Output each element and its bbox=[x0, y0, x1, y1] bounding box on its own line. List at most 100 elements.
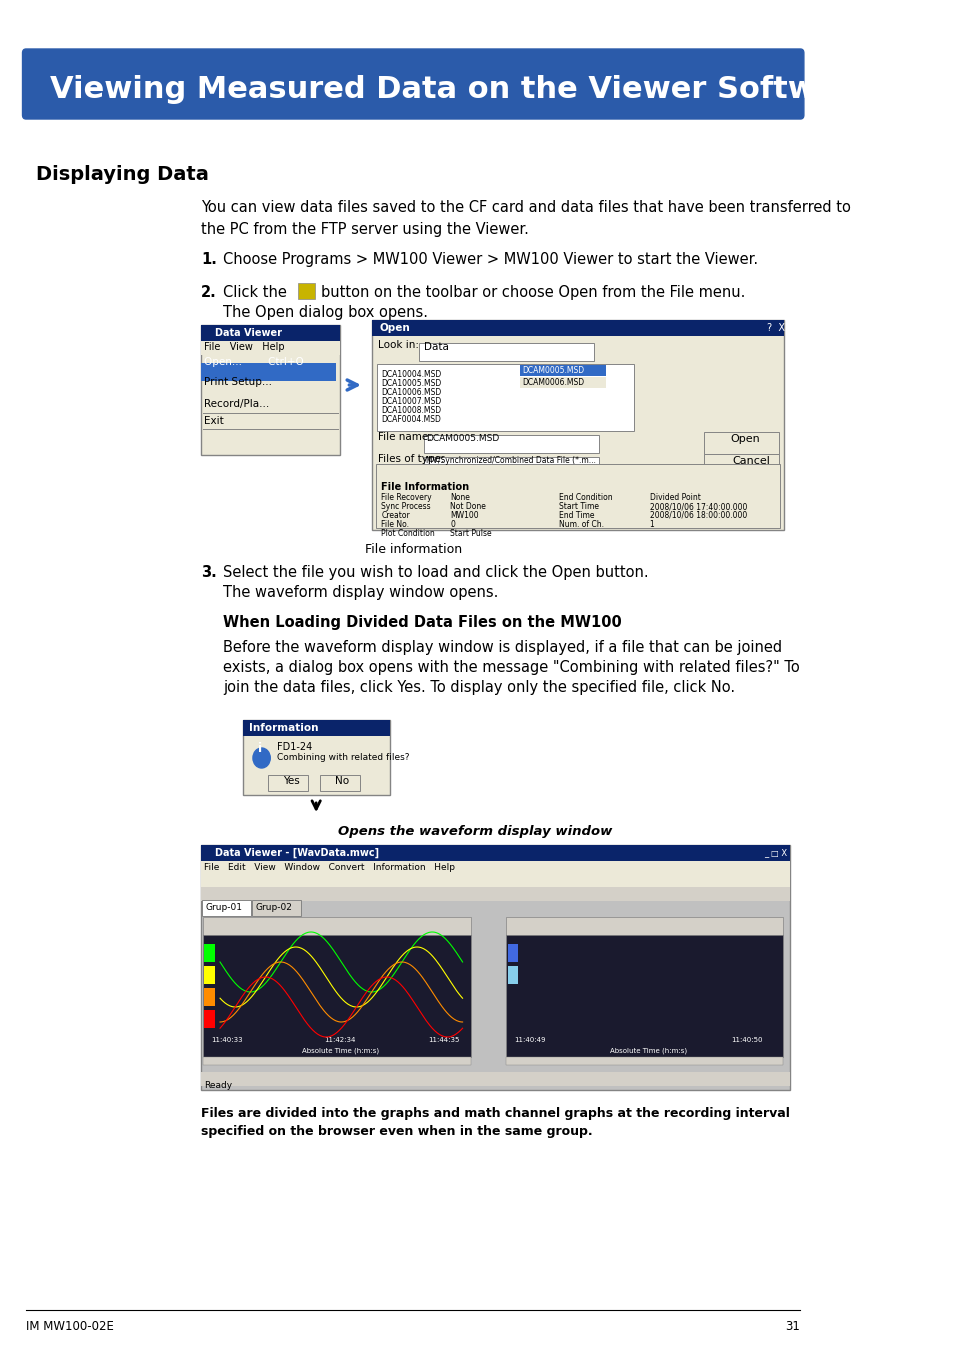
FancyBboxPatch shape bbox=[703, 432, 778, 454]
Text: The Open dialog box opens.: The Open dialog box opens. bbox=[223, 305, 428, 320]
FancyBboxPatch shape bbox=[505, 936, 782, 1057]
Text: ?  X: ? X bbox=[766, 323, 783, 333]
FancyBboxPatch shape bbox=[201, 887, 789, 900]
Text: DCAM0005.MSD: DCAM0005.MSD bbox=[522, 366, 584, 375]
Text: Plot Condition: Plot Condition bbox=[381, 529, 435, 539]
Text: DCAM0006.MSD: DCAM0006.MSD bbox=[522, 378, 584, 387]
Text: DCAF0004.MSD: DCAF0004.MSD bbox=[381, 414, 440, 424]
Text: Select the file you wish to load and click the Open button.: Select the file you wish to load and cli… bbox=[223, 566, 648, 580]
Text: End Condition: End Condition bbox=[558, 493, 612, 502]
Text: Look in:: Look in: bbox=[377, 340, 418, 350]
Text: Start Pulse: Start Pulse bbox=[450, 529, 492, 539]
Text: Start Time: Start Time bbox=[558, 502, 598, 512]
FancyBboxPatch shape bbox=[201, 1072, 789, 1085]
Text: exists, a dialog box opens with the message "Combining with related files?" To: exists, a dialog box opens with the mess… bbox=[223, 660, 800, 675]
FancyBboxPatch shape bbox=[204, 988, 214, 1006]
Text: You can view data files saved to the CF card and data files that have been trans: You can view data files saved to the CF … bbox=[201, 200, 850, 215]
FancyBboxPatch shape bbox=[519, 377, 606, 387]
Text: IM MW100-02E: IM MW100-02E bbox=[26, 1320, 113, 1332]
Text: Click the: Click the bbox=[223, 285, 287, 300]
FancyBboxPatch shape bbox=[375, 464, 780, 528]
Text: DCA10005.MSD: DCA10005.MSD bbox=[381, 379, 441, 387]
FancyBboxPatch shape bbox=[201, 363, 335, 381]
Text: Num. of Ch.: Num. of Ch. bbox=[558, 520, 603, 529]
Text: _ □ X: _ □ X bbox=[763, 848, 786, 857]
Text: When Loading Divided Data Files on the MW100: When Loading Divided Data Files on the M… bbox=[223, 616, 621, 630]
Text: Grup-01: Grup-01 bbox=[205, 903, 242, 913]
FancyBboxPatch shape bbox=[201, 873, 789, 887]
Text: Divided Point: Divided Point bbox=[649, 493, 700, 502]
FancyBboxPatch shape bbox=[297, 284, 315, 298]
Text: File Recovery: File Recovery bbox=[381, 493, 432, 502]
Text: 11:42:34: 11:42:34 bbox=[324, 1037, 355, 1044]
FancyBboxPatch shape bbox=[201, 845, 789, 1089]
FancyBboxPatch shape bbox=[201, 845, 789, 861]
Text: The waveform display window opens.: The waveform display window opens. bbox=[223, 585, 498, 599]
Text: File information: File information bbox=[364, 543, 461, 556]
FancyBboxPatch shape bbox=[376, 364, 634, 431]
Text: Yes: Yes bbox=[283, 776, 299, 786]
FancyBboxPatch shape bbox=[242, 720, 390, 795]
FancyBboxPatch shape bbox=[423, 458, 598, 475]
Text: 11:40:49: 11:40:49 bbox=[514, 1037, 545, 1044]
Text: Ready: Ready bbox=[204, 1081, 233, 1089]
Text: File   Edit   View   Window   Convert   Information   Help: File Edit View Window Convert Informatio… bbox=[204, 863, 455, 872]
Text: Grup-02: Grup-02 bbox=[255, 903, 293, 913]
Text: Not Done: Not Done bbox=[450, 502, 486, 512]
Text: MV/Synchronized/Combined Data File (*.m...: MV/Synchronized/Combined Data File (*.m.… bbox=[426, 456, 596, 464]
Text: 11:40:50: 11:40:50 bbox=[730, 1037, 761, 1044]
FancyBboxPatch shape bbox=[252, 900, 301, 917]
Text: No: No bbox=[335, 776, 349, 786]
Text: Record/Pla...: Record/Pla... bbox=[204, 400, 270, 409]
FancyBboxPatch shape bbox=[268, 775, 308, 791]
Text: Data Viewer - [WavData.mwc]: Data Viewer - [WavData.mwc] bbox=[214, 848, 378, 859]
Text: Viewing Measured Data on the Viewer Software: Viewing Measured Data on the Viewer Soft… bbox=[51, 76, 871, 104]
Text: Open...        Ctrl+O: Open... Ctrl+O bbox=[204, 356, 304, 367]
Text: 31: 31 bbox=[784, 1320, 800, 1332]
Text: 1: 1 bbox=[649, 520, 654, 529]
FancyBboxPatch shape bbox=[242, 720, 390, 736]
Text: Displaying Data: Displaying Data bbox=[36, 165, 209, 184]
Text: Data: Data bbox=[424, 342, 449, 352]
Text: DCA10007.MSD: DCA10007.MSD bbox=[381, 397, 441, 406]
FancyBboxPatch shape bbox=[372, 320, 783, 531]
Text: Files are divided into the graphs and math channel graphs at the recording inter: Files are divided into the graphs and ma… bbox=[201, 1107, 789, 1120]
Text: Creator: Creator bbox=[381, 512, 410, 520]
Text: button on the toolbar or choose Open from the File menu.: button on the toolbar or choose Open fro… bbox=[320, 285, 744, 300]
FancyBboxPatch shape bbox=[703, 454, 778, 477]
Text: Choose Programs > MW100 Viewer > MW100 Viewer to start the Viewer.: Choose Programs > MW100 Viewer > MW100 V… bbox=[223, 252, 758, 267]
FancyBboxPatch shape bbox=[319, 775, 360, 791]
FancyBboxPatch shape bbox=[505, 917, 782, 936]
Text: Absolute Time (h:m:s): Absolute Time (h:m:s) bbox=[609, 1048, 686, 1054]
Text: DCA10006.MSD: DCA10006.MSD bbox=[381, 387, 441, 397]
Text: None: None bbox=[450, 493, 470, 502]
Text: Data Viewer: Data Viewer bbox=[214, 328, 281, 338]
Text: End Time: End Time bbox=[558, 512, 594, 520]
Text: DCA10008.MSD: DCA10008.MSD bbox=[381, 406, 441, 414]
FancyBboxPatch shape bbox=[202, 900, 251, 917]
Text: Information: Information bbox=[250, 724, 318, 733]
FancyBboxPatch shape bbox=[201, 325, 339, 342]
Text: MW100: MW100 bbox=[450, 512, 478, 520]
Text: Sync Process: Sync Process bbox=[381, 502, 431, 512]
Text: i: i bbox=[258, 743, 262, 755]
Text: File No.: File No. bbox=[381, 520, 409, 529]
Text: File Information: File Information bbox=[381, 482, 469, 491]
FancyBboxPatch shape bbox=[423, 435, 598, 454]
Text: specified on the browser even when in the same group.: specified on the browser even when in th… bbox=[201, 1125, 592, 1138]
Text: 0: 0 bbox=[450, 520, 455, 529]
Text: 2.: 2. bbox=[201, 285, 216, 300]
FancyBboxPatch shape bbox=[201, 861, 789, 873]
FancyBboxPatch shape bbox=[507, 967, 517, 984]
Text: DCAM0005.MSD: DCAM0005.MSD bbox=[426, 433, 499, 443]
Text: join the data files, click Yes. To display only the specified file, click No.: join the data files, click Yes. To displ… bbox=[223, 680, 735, 695]
Text: 11:40:33: 11:40:33 bbox=[212, 1037, 243, 1044]
FancyBboxPatch shape bbox=[204, 1010, 214, 1027]
Text: the PC from the FTP server using the Viewer.: the PC from the FTP server using the Vie… bbox=[201, 221, 528, 238]
FancyBboxPatch shape bbox=[418, 343, 594, 360]
Text: Combining with related files?: Combining with related files? bbox=[277, 753, 409, 761]
Text: Print Setup...: Print Setup... bbox=[204, 377, 273, 387]
Text: DCA10004.MSD: DCA10004.MSD bbox=[381, 370, 441, 379]
FancyBboxPatch shape bbox=[201, 342, 339, 355]
FancyBboxPatch shape bbox=[372, 320, 783, 336]
